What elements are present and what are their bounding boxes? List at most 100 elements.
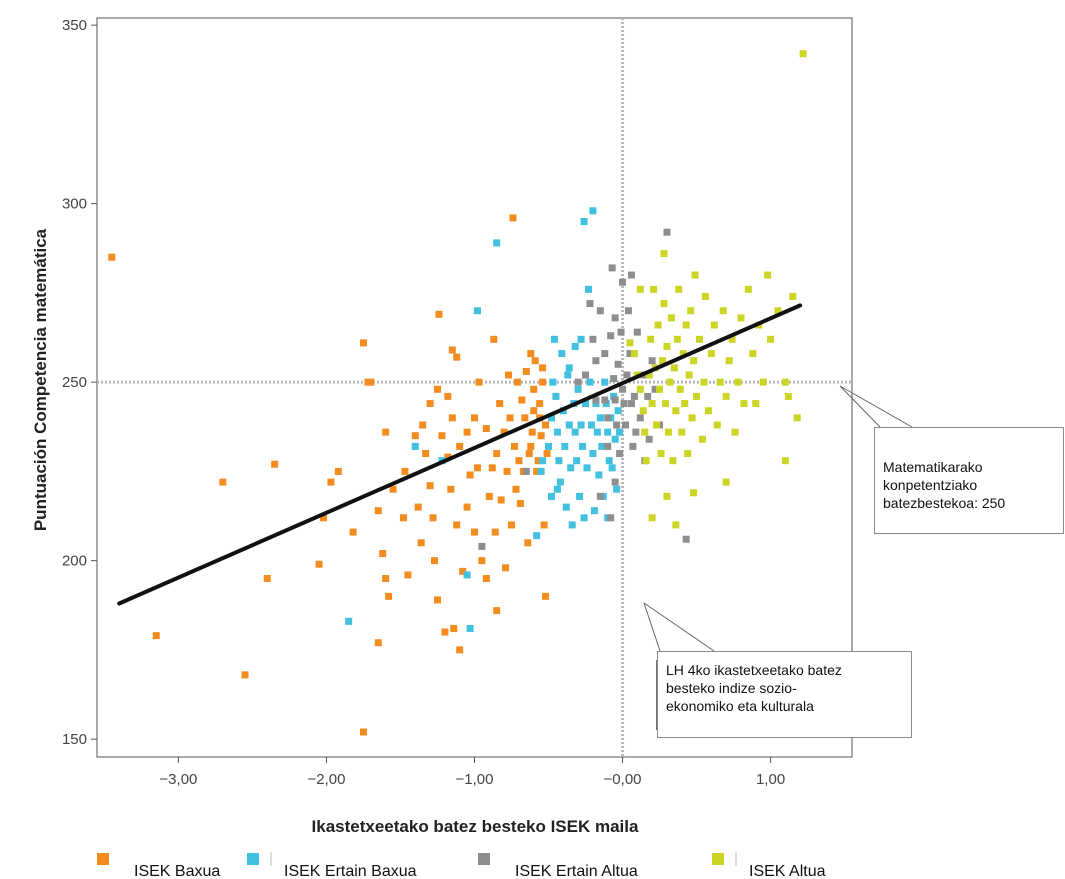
data-point-s1-40 [587,421,595,429]
data-point-s3-7 [645,371,653,379]
data-point-s2-14 [614,360,622,368]
data-point-s0-40 [444,453,452,461]
data-point-s3-33 [684,450,692,458]
leader-mean-b [839,385,913,428]
y-tick-label-4: 350 [62,17,87,34]
data-point-s0-84 [524,539,532,547]
data-point-s0-41 [447,485,455,493]
data-point-s3-30 [679,350,687,358]
legend-swatch-0 [97,853,109,865]
data-point-s1-62 [580,217,588,225]
data-point-s2-33 [648,357,656,365]
data-point-s1-34 [579,442,587,450]
data-points [108,50,807,736]
data-point-s0-94 [536,400,544,408]
data-point-s0-100 [542,421,550,429]
data-point-s0-68 [500,428,508,436]
data-point-s1-28 [571,428,579,436]
data-point-s0-69 [502,564,510,572]
data-point-s1-17 [555,457,563,465]
data-point-s0-91 [531,357,539,365]
data-point-s0-82 [521,414,529,422]
data-point-s0-37 [438,432,446,440]
data-point-s0-2 [219,478,227,486]
data-point-s2-38 [611,478,619,486]
data-point-s1-39 [586,378,594,386]
data-point-s2-1 [522,467,530,475]
data-point-s3-16 [659,357,667,365]
data-point-s0-28 [419,421,427,429]
data-point-s2-3 [589,335,597,343]
data-point-s0-64 [493,607,501,615]
data-point-s0-90 [530,385,538,393]
data-point-s0-29 [422,450,430,458]
data-point-s0-26 [414,503,422,511]
data-point-s3-12 [653,421,661,429]
data-point-s3-64 [774,307,782,315]
data-point-s1-56 [608,464,616,472]
data-point-s2-18 [619,385,627,393]
data-point-s3-51 [725,357,733,365]
data-point-s0-11 [359,339,367,347]
data-point-s1-61 [616,428,624,436]
data-point-s0-70 [503,467,511,475]
data-point-s0-59 [482,574,490,582]
data-point-s1-19 [558,350,566,358]
data-point-s0-47 [456,442,464,450]
data-point-s1-24 [565,421,573,429]
data-point-s2-8 [604,442,612,450]
data-point-s3-39 [693,392,701,400]
x-tick-label-2: −1,00 [456,771,494,788]
data-point-s1-30 [573,457,581,465]
data-point-s2-44 [627,271,635,279]
data-point-s2-5 [596,307,604,315]
data-point-s0-17 [379,550,387,558]
data-point-s3-35 [687,307,695,315]
data-point-s1-16 [553,428,561,436]
data-point-s0-42 [448,346,456,354]
data-point-s1-11 [547,414,555,422]
data-point-s0-60 [485,492,493,500]
data-point-s1-50 [601,378,609,386]
data-point-s3-77 [672,521,680,529]
data-point-s0-3 [241,671,249,679]
data-point-s3-18 [661,400,669,408]
data-point-s0-101 [542,592,550,600]
legend-label-2: ISEK Ertain Altua [515,863,638,879]
data-point-s0-92 [533,467,541,475]
data-point-s0-4 [263,574,271,582]
data-point-s0-45 [453,353,461,361]
data-point-s0-19 [385,592,393,600]
data-point-s2-19 [620,400,628,408]
data-point-s1-21 [561,442,569,450]
y-tick-label-1: 200 [62,553,87,570]
data-point-s0-96 [537,432,545,440]
data-point-s3-73 [722,478,730,486]
data-point-s3-69 [799,50,807,58]
data-point-s2-21 [623,371,631,379]
data-point-s3-6 [642,457,650,465]
data-point-s1-3 [463,571,471,579]
data-point-s2-11 [610,375,618,383]
data-point-s0-30 [426,400,434,408]
data-point-s3-55 [737,314,745,322]
data-point-s1-44 [592,400,600,408]
y-tick-label-2: 250 [62,374,87,391]
data-point-s0-65 [493,450,501,458]
isek-callout-line-1: LH 4ko ikastetxeetako batez [666,662,842,678]
data-point-s0-21 [389,485,397,493]
data-point-s0-16 [374,507,382,515]
data-point-s0-9 [334,467,342,475]
y-axis-title: Puntuación Competencia matemática [31,228,50,531]
data-point-s3-68 [793,414,801,422]
legend-swatch-1 [247,853,259,865]
data-point-s0-50 [463,428,471,436]
data-point-s1-36 [582,400,590,408]
legend-label-0: ISEK Baxua [134,863,220,879]
data-point-s1-52 [604,428,612,436]
y-tick-label-3: 300 [62,196,87,213]
data-point-s0-23 [401,467,409,475]
data-point-s2-13 [613,421,621,429]
data-point-s2-47 [644,392,652,400]
